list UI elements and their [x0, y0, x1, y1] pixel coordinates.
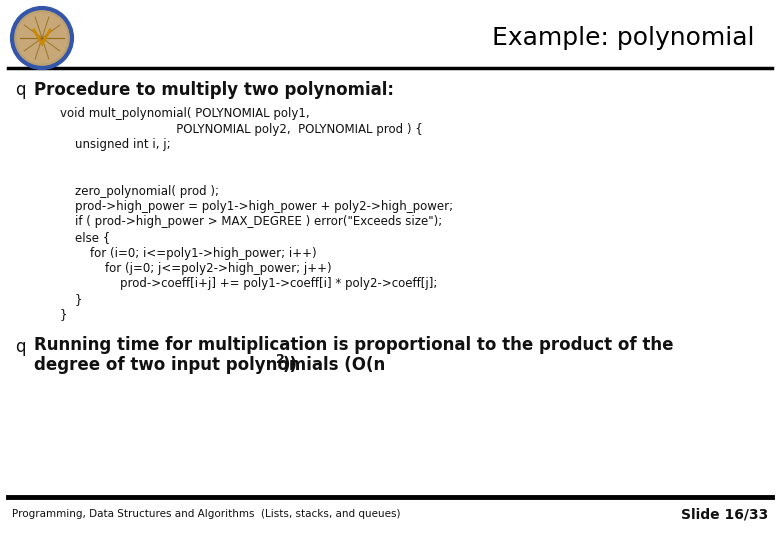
Text: if ( prod->high_power > MAX_DEGREE ) error("Exceeds size");: if ( prod->high_power > MAX_DEGREE ) err…	[60, 215, 442, 228]
Text: Running time for multiplication is proportional to the product of the: Running time for multiplication is propo…	[34, 336, 673, 354]
Text: zero_polynomial( prod );: zero_polynomial( prod );	[60, 185, 219, 198]
Text: }: }	[60, 308, 68, 321]
Text: else {: else {	[60, 231, 110, 244]
Text: q: q	[15, 338, 25, 355]
Text: 2: 2	[276, 353, 285, 366]
Text: Slide 16/33: Slide 16/33	[681, 507, 768, 521]
Text: degree of two input polynomials (O(n: degree of two input polynomials (O(n	[34, 356, 385, 374]
Text: )): ))	[283, 356, 298, 374]
Text: prod->coeff[i+j] += poly1->coeff[i] * poly2->coeff[j];: prod->coeff[i+j] += poly1->coeff[i] * po…	[60, 278, 438, 291]
Text: Example: polynomial: Example: polynomial	[492, 26, 755, 50]
Text: Procedure to multiply two polynomial:: Procedure to multiply two polynomial:	[34, 81, 394, 99]
Text: void mult_polynomial( POLYNOMIAL poly1,: void mult_polynomial( POLYNOMIAL poly1,	[60, 107, 310, 120]
Text: for (j=0; j<=poly2->high_power; j++): for (j=0; j<=poly2->high_power; j++)	[60, 262, 332, 275]
Text: unsigned int i, j;: unsigned int i, j;	[60, 138, 171, 151]
Text: prod->high_power = poly1->high_power + poly2->high_power;: prod->high_power = poly1->high_power + p…	[60, 200, 453, 213]
Text: Programming, Data Structures and Algorithms  (Lists, stacks, and queues): Programming, Data Structures and Algorit…	[12, 509, 400, 519]
Text: }: }	[60, 293, 83, 306]
Text: for (i=0; i<=poly1->high_power; i++): for (i=0; i<=poly1->high_power; i++)	[60, 246, 317, 260]
Text: q: q	[15, 81, 25, 99]
Circle shape	[12, 8, 72, 68]
Circle shape	[17, 13, 67, 63]
Text: POLYNOMIAL poly2,  POLYNOMIAL prod ) {: POLYNOMIAL poly2, POLYNOMIAL prod ) {	[60, 123, 423, 136]
